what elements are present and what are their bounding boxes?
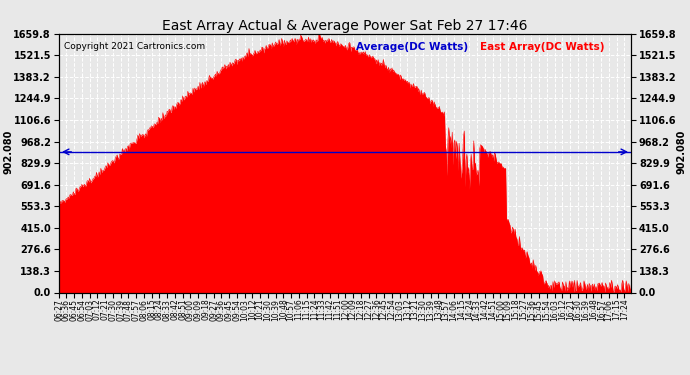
Text: East Array Actual & Average Power Sat Feb 27 17:46: East Array Actual & Average Power Sat Fe… [162, 19, 528, 33]
Text: 902.080: 902.080 [677, 130, 687, 174]
Text: East Array(DC Watts): East Array(DC Watts) [480, 42, 604, 51]
Text: Average(DC Watts): Average(DC Watts) [357, 42, 469, 51]
Text: Copyright 2021 Cartronics.com: Copyright 2021 Cartronics.com [64, 42, 206, 51]
Text: 902.080: 902.080 [3, 130, 13, 174]
